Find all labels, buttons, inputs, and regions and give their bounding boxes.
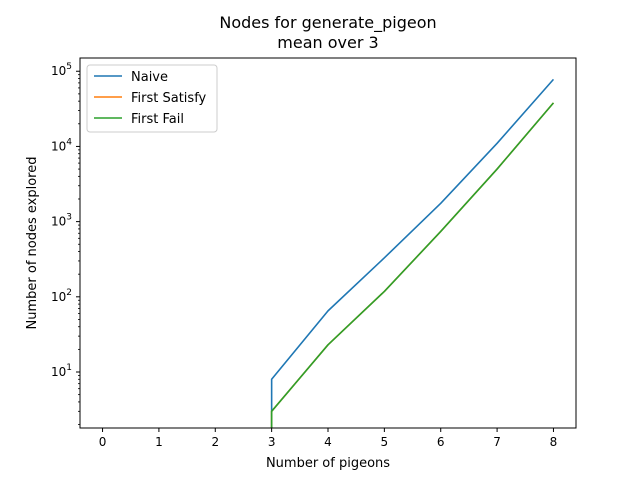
chart-title: Nodes for generate_pigeon <box>219 13 436 33</box>
series-line-first-satisfy <box>270 102 555 428</box>
legend-label: First Satisfy <box>131 91 207 106</box>
y-axis-ticks: 101 102 103 104 105 <box>51 62 80 425</box>
x-tick-label: 8 <box>550 435 558 449</box>
x-tick-label: 0 <box>99 435 107 449</box>
x-tick-label: 6 <box>437 435 445 449</box>
legend-label: First Fail <box>131 112 184 127</box>
x-tick-label: 3 <box>268 435 276 449</box>
chart-subtitle: mean over 3 <box>277 33 378 52</box>
x-tick-label: 4 <box>324 435 332 449</box>
x-axis-label: Number of pigeons <box>266 456 390 471</box>
y-axis-label: Number of nodes explored <box>25 157 40 330</box>
legend-box <box>86 64 218 133</box>
y-tick-label: 103 <box>51 213 72 229</box>
legend-label: Naive <box>131 70 168 85</box>
y-tick-label: 104 <box>51 137 72 153</box>
y-tick-label: 105 <box>51 62 72 78</box>
series-line-naive <box>270 78 555 428</box>
x-axis-ticks: 0 1 2 3 4 5 6 7 8 <box>99 428 558 449</box>
x-tick-label: 7 <box>493 435 501 449</box>
x-tick-label: 2 <box>211 435 219 449</box>
y-tick-label: 101 <box>51 363 72 379</box>
series-layer <box>270 78 555 428</box>
series-line-first-fail <box>270 102 555 428</box>
legend: Naive First Satisfy First Fail <box>86 64 218 133</box>
x-tick-label: 1 <box>155 435 163 449</box>
y-tick-label: 102 <box>51 288 72 304</box>
x-tick-label: 5 <box>381 435 389 449</box>
